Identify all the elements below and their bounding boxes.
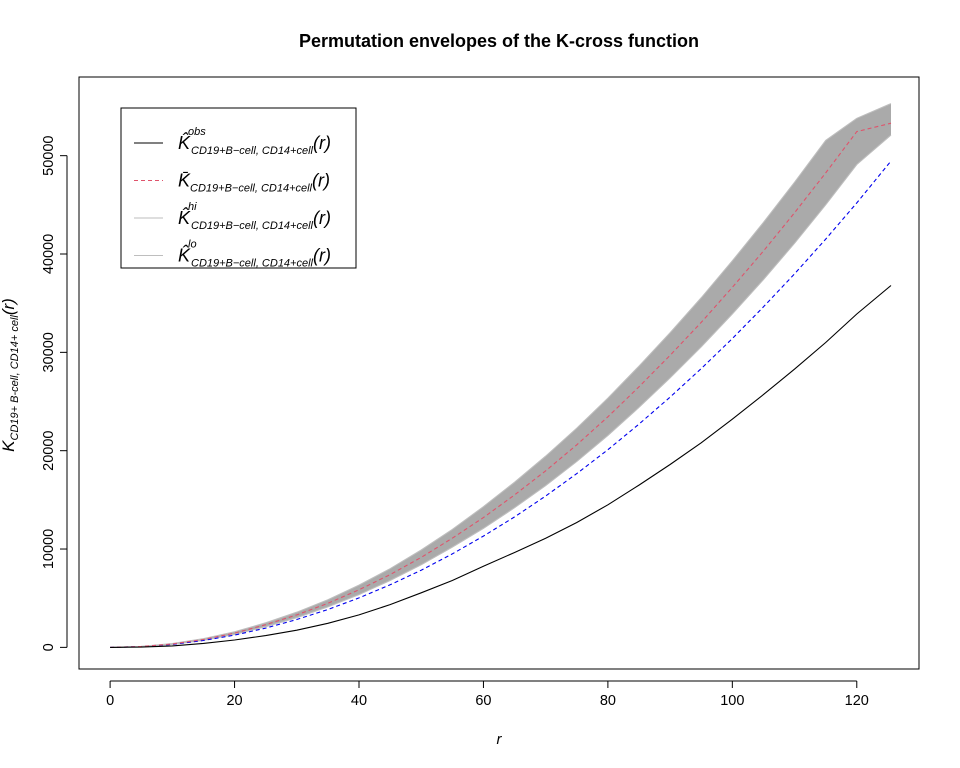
legend-label-sup: lo xyxy=(188,239,197,251)
legend-label-sub: CD19+B−cell, CD14+cell xyxy=(191,258,314,270)
legend-label-obs: K̂obs CD19+B−cell, CD14+cell(r) xyxy=(178,126,331,157)
x-tick-label: 100 xyxy=(720,693,744,709)
x-tick-label: 40 xyxy=(351,693,367,709)
series-line-theo xyxy=(110,160,892,648)
y-tick-label: 0 xyxy=(41,643,57,651)
legend-label-tail: (r) xyxy=(313,208,331,228)
x-tick-label: 80 xyxy=(600,693,616,709)
legend-label-mean: K̄CD19+B−cell, CD14+cell(r) xyxy=(178,171,330,195)
x-tick-label: 60 xyxy=(475,693,491,709)
series-layer xyxy=(110,103,892,648)
legend-box xyxy=(120,107,357,269)
legend-label-main: K̂ xyxy=(178,245,191,266)
y-tick-label: 10000 xyxy=(41,529,57,569)
y-axis-label-tail: (r) xyxy=(0,298,18,315)
legend-label-tail: (r) xyxy=(313,246,331,266)
legend-label-sub: CD19+B−cell, CD14+cell xyxy=(190,183,313,195)
legend-label-tail: (r) xyxy=(313,133,331,153)
x-tick-label: 120 xyxy=(845,693,869,709)
legend-label-main: K̂ xyxy=(178,132,191,153)
plot-frame xyxy=(78,76,920,670)
x-tick-label: 0 xyxy=(106,693,114,709)
legend-label-sup: obs xyxy=(188,126,206,138)
legend-label-sub: CD19+B−cell, CD14+cell xyxy=(191,145,314,157)
legend-label-sup: hi xyxy=(188,201,197,213)
y-tick-label: 30000 xyxy=(41,332,57,372)
y-axis: 0 10000 20000 30000 40000 50000 xyxy=(41,136,68,651)
legend: K̂obs CD19+B−cell, CD14+cell(r)K̄CD19+B−c… xyxy=(120,107,357,270)
x-axis-label: r xyxy=(497,731,503,748)
legend-label-tail: (r) xyxy=(312,171,330,191)
series-line-lo xyxy=(110,134,892,648)
legend-label-main: K̄ xyxy=(178,171,191,191)
y-tick-label: 20000 xyxy=(41,431,57,471)
x-axis: 0 20 40 60 80 100 120 xyxy=(106,680,869,709)
y-tick-label: 40000 xyxy=(41,234,57,274)
legend-label-lo: K̂lo CD19+B−cell, CD14+cell(r) xyxy=(178,239,331,270)
y-axis-label: KCD19+ B-cell, CD14+ cell(r) xyxy=(0,298,21,452)
x-tick-label: 20 xyxy=(226,693,242,709)
y-axis-label-main: K xyxy=(0,440,18,452)
legend-label-hi: K̂hi CD19+B−cell, CD14+cell(r) xyxy=(178,201,331,232)
y-axis-label-sub: CD19+ B-cell, CD14+ cell xyxy=(9,315,21,441)
series-line-obs xyxy=(110,285,892,648)
legend-label-sub: CD19+B−cell, CD14+cell xyxy=(191,220,314,232)
chart-title: Permutation envelopes of the K-cross fun… xyxy=(299,31,699,51)
series-line-hi xyxy=(110,103,892,648)
series-line-mean xyxy=(110,122,892,648)
legend-label-main: K̂ xyxy=(178,207,191,228)
y-tick-label: 50000 xyxy=(41,136,57,176)
